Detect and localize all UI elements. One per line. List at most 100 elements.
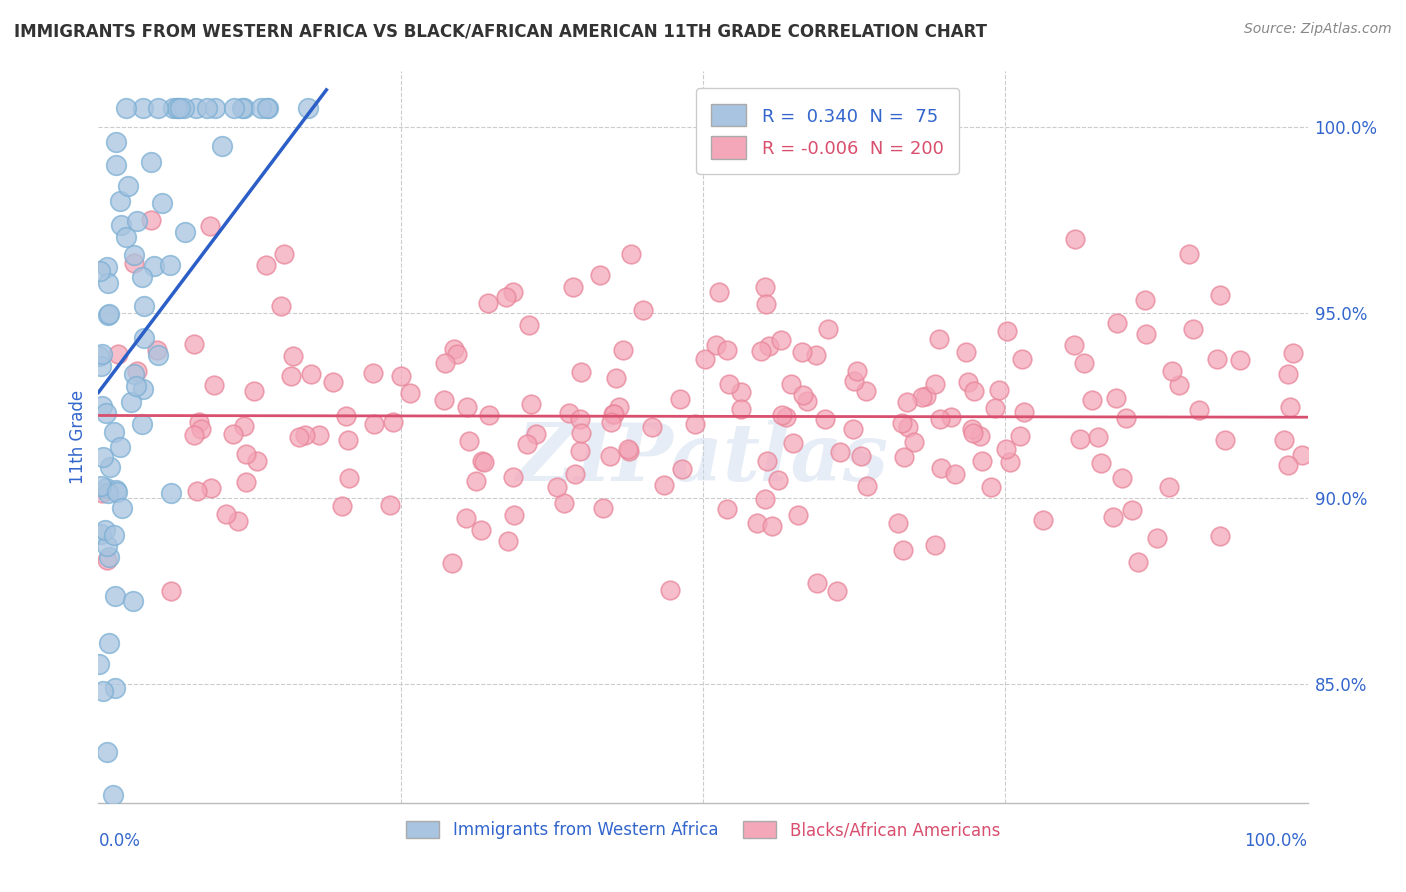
Point xyxy=(568,444,591,458)
Point xyxy=(685,417,707,431)
Point xyxy=(107,485,129,500)
Point xyxy=(1157,480,1180,494)
Point xyxy=(659,583,682,598)
Point xyxy=(273,246,295,260)
Point xyxy=(122,368,145,382)
Point xyxy=(756,454,779,468)
Point xyxy=(139,155,162,169)
Point xyxy=(288,429,311,443)
Point xyxy=(1115,410,1137,425)
Point xyxy=(97,308,120,322)
Point xyxy=(211,139,233,153)
Point xyxy=(716,502,738,516)
Point xyxy=(297,102,319,116)
Point xyxy=(517,318,540,333)
Point xyxy=(980,480,1002,494)
Point xyxy=(1090,456,1112,470)
Point xyxy=(768,473,790,487)
Point xyxy=(378,498,401,512)
Point xyxy=(943,467,966,481)
Point xyxy=(929,412,952,426)
Point xyxy=(222,102,245,116)
Point xyxy=(779,376,801,391)
Point xyxy=(202,378,225,392)
Point xyxy=(1073,356,1095,370)
Point xyxy=(363,417,385,431)
Point xyxy=(1213,434,1236,448)
Point xyxy=(250,102,273,116)
Point xyxy=(105,483,128,498)
Point xyxy=(969,429,991,443)
Point xyxy=(122,256,145,270)
Point xyxy=(1105,391,1128,405)
Point xyxy=(398,386,420,401)
Point xyxy=(502,508,524,522)
Point xyxy=(93,450,115,464)
Text: Source: ZipAtlas.com: Source: ZipAtlas.com xyxy=(1244,22,1392,37)
Point xyxy=(146,102,169,116)
Point xyxy=(97,486,120,500)
Point xyxy=(617,444,640,458)
Point xyxy=(1012,405,1035,419)
Point xyxy=(231,102,253,116)
Point xyxy=(1282,346,1305,360)
Point xyxy=(603,407,626,421)
Text: ZIPatlas: ZIPatlas xyxy=(517,420,889,498)
Point xyxy=(246,453,269,467)
Point xyxy=(132,299,155,313)
Point xyxy=(103,425,125,439)
Point xyxy=(443,342,465,356)
Point xyxy=(1167,377,1189,392)
Point xyxy=(792,388,814,402)
Point xyxy=(792,344,814,359)
Point xyxy=(322,375,344,389)
Point xyxy=(891,543,914,558)
Point xyxy=(280,369,302,384)
Point xyxy=(669,392,692,406)
Point xyxy=(456,400,478,414)
Point xyxy=(519,397,541,411)
Point xyxy=(456,511,478,525)
Point xyxy=(127,364,149,378)
Point xyxy=(516,437,538,451)
Point xyxy=(787,508,810,523)
Point xyxy=(754,279,776,293)
Point xyxy=(911,390,934,404)
Point xyxy=(755,297,778,311)
Point xyxy=(159,486,181,500)
Point xyxy=(146,347,169,361)
Point xyxy=(695,352,717,367)
Point xyxy=(184,102,207,116)
Point xyxy=(620,247,643,261)
Point xyxy=(131,417,153,431)
Point xyxy=(110,219,132,233)
Text: IMMIGRANTS FROM WESTERN AFRICA VS BLACK/AFRICAN AMERICAN 11TH GRADE CORRELATION : IMMIGRANTS FROM WESTERN AFRICA VS BLACK/… xyxy=(14,22,987,40)
Point xyxy=(335,409,357,424)
Point xyxy=(308,428,330,442)
Point xyxy=(91,684,114,698)
Point xyxy=(1135,293,1157,307)
Point xyxy=(233,418,256,433)
Y-axis label: 11th Grade: 11th Grade xyxy=(69,390,87,484)
Point xyxy=(561,280,583,294)
Point xyxy=(600,415,623,429)
Point xyxy=(747,516,769,530)
Point xyxy=(131,382,153,396)
Point xyxy=(183,427,205,442)
Point xyxy=(524,427,547,442)
Point xyxy=(995,324,1018,338)
Point xyxy=(1209,288,1232,302)
Point xyxy=(215,507,238,521)
Point xyxy=(146,343,169,357)
Point xyxy=(90,359,112,373)
Point xyxy=(97,276,120,290)
Point xyxy=(169,102,191,116)
Point xyxy=(1277,367,1299,381)
Point xyxy=(233,102,256,116)
Point xyxy=(775,410,797,425)
Point xyxy=(150,196,173,211)
Point xyxy=(769,333,792,347)
Point xyxy=(433,393,456,408)
Point xyxy=(939,410,962,425)
Point xyxy=(671,462,693,476)
